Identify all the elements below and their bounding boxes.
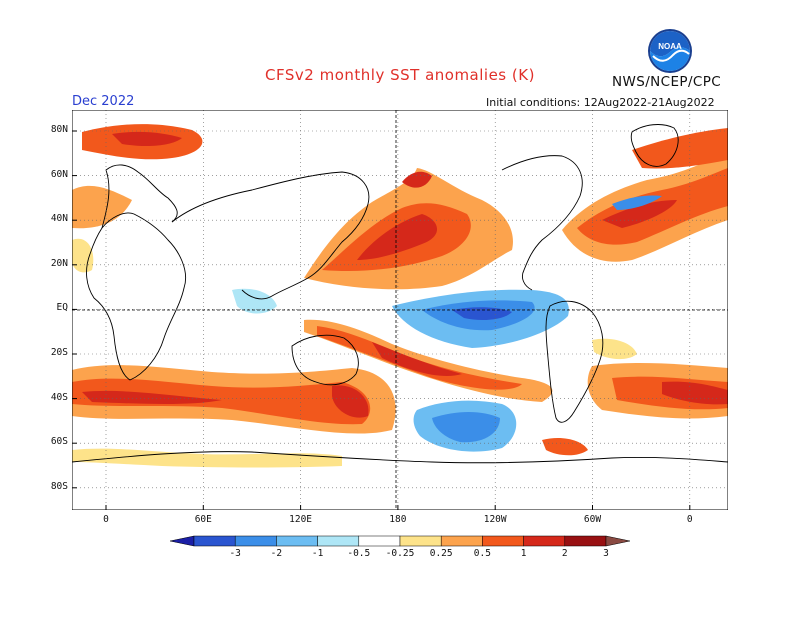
colorbar-label: 1 [520,548,527,559]
lat-label: 80S [50,480,68,492]
colorbar-label: 0.25 [429,548,453,559]
colorbar-label: 0.5 [473,548,491,559]
lat-label: 20S [50,347,68,358]
colorbar-swatch [234,535,277,547]
colorbar-swatch [399,535,442,547]
lat-label: 60N [50,168,68,180]
lon-label: 120W [483,514,507,525]
lon-label: 0 [103,514,109,525]
colorbar-swatch [523,535,566,547]
sst-anomaly-map [72,110,728,510]
lon-label: 60E [194,514,212,525]
noaa-logo: NOAA [648,29,692,73]
colorbar-max-triangle [605,535,630,547]
colorbar-label: -3 [229,548,241,559]
chart-title: CFSv2 monthly SST anomalies (K) [265,66,535,84]
forecast-month: Dec 2022 [72,94,135,109]
lon-label: 60W [583,514,602,525]
colorbar-swatch [317,535,360,547]
lon-label: 120E [289,514,313,525]
lat-label: 60S [50,436,68,448]
colorbar-label: 2 [561,548,568,559]
colorbar-swatch [564,535,607,547]
colorbar-label: -0.5 [347,548,371,559]
colorbar-swatch [276,535,318,547]
agency-label: NWS/NCEP/CPC [612,74,722,90]
colorbar-swatch [482,535,524,547]
svg-text:NOAA: NOAA [658,42,682,51]
colorbar [170,535,630,547]
lon-label: 180 [389,514,407,525]
colorbar-min-triangle [170,535,195,547]
anomaly-field [72,124,728,468]
initial-conditions: Initial conditions: 12Aug2022-21Aug2022 [486,96,715,109]
lat-label: EQ [56,302,68,314]
colorbar-swatch [358,535,401,547]
lat-label: 80N [50,124,68,135]
lon-label: 0 [686,514,693,525]
lat-label: 40S [50,391,68,403]
colorbar-label: 3 [603,548,609,559]
colorbar-swatch [193,535,236,547]
colorbar-label: -2 [270,548,283,559]
lat-label: 40N [50,213,68,225]
colorbar-swatch [440,535,483,547]
lat-label: 20N [50,257,68,269]
colorbar-label: -1 [311,548,324,559]
colorbar-label: -0.25 [385,548,415,559]
